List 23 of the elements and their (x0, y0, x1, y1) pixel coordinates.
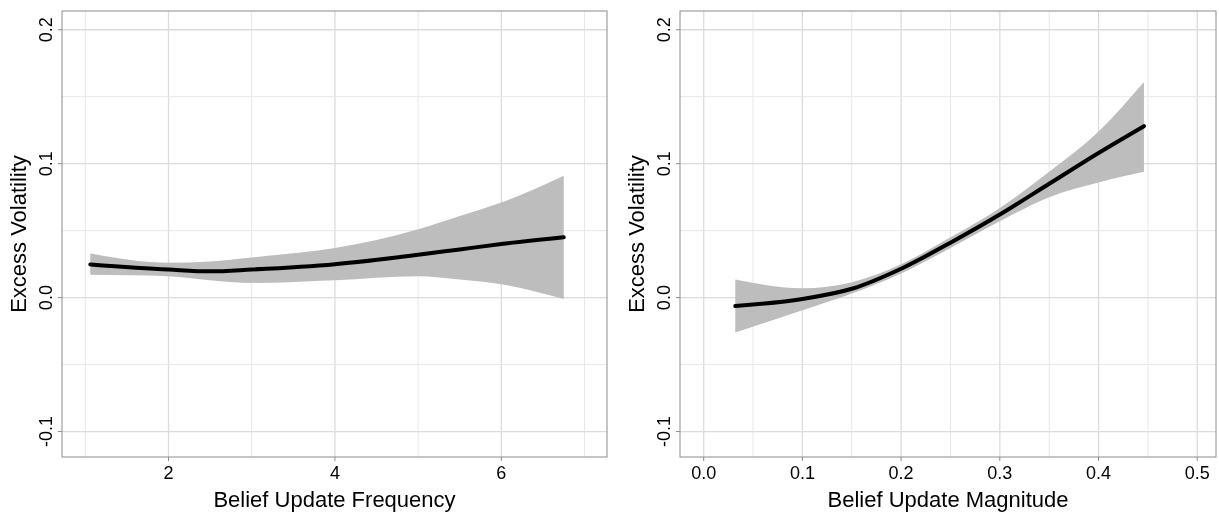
x-tick-label: 0.0 (691, 463, 717, 483)
y-tick-label: -0.1 (654, 416, 674, 448)
x-tick-label: 4 (329, 463, 340, 483)
y-tick-label: 0.1 (654, 151, 674, 177)
y-axis-title: Excess Volatility (6, 155, 31, 313)
x-axis-title: Belief Update Magnitude (827, 487, 1069, 512)
y-tick-label: 0.0 (654, 285, 674, 311)
x-tick-label: 0.3 (987, 463, 1013, 483)
x-tick-label: 6 (496, 463, 507, 483)
x-tick-label: 0.2 (888, 463, 914, 483)
y-tick-label: -0.1 (36, 416, 56, 448)
y-tick-label: 0.0 (36, 285, 56, 311)
y-tick-label: 0.1 (36, 151, 56, 177)
x-tick-label: 0.4 (1086, 463, 1112, 483)
x-tick-label: 0.1 (789, 463, 815, 483)
y-tick-label: 0.2 (36, 17, 56, 43)
x-tick-label: 0.5 (1184, 463, 1210, 483)
line-series (88, 235, 566, 274)
x-tick-label: 2 (163, 463, 174, 483)
y-axis-title: Excess Volatility (624, 155, 649, 313)
x-axis-title: Belief Update Frequency (213, 487, 456, 512)
line-series (733, 124, 1146, 309)
y-tick-label: 0.2 (654, 17, 674, 43)
